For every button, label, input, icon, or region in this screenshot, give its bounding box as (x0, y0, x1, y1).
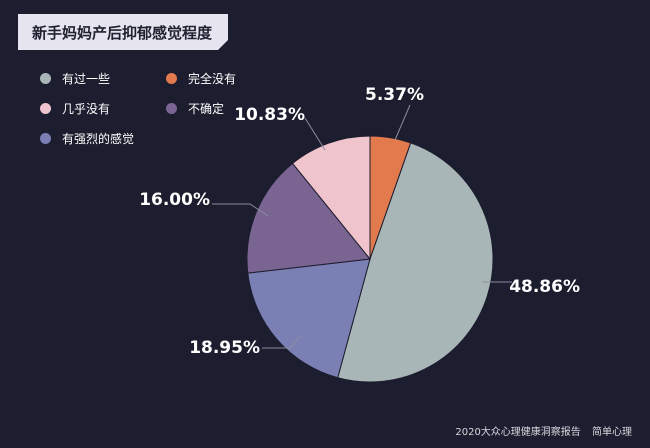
data-label: 5.37% (365, 85, 424, 105)
legend-item-不确定: 不确定 (166, 100, 224, 117)
legend-item-完全没有: 完全没有 (166, 70, 236, 87)
legend: 有过一些 完全没有 几乎没有 不确定 有强烈的感觉 (40, 70, 300, 150)
data-label: 18.95% (189, 338, 260, 358)
legend-swatch (40, 103, 51, 114)
footer: 2020大众心理健康洞察报告 简单心理 (455, 423, 632, 438)
legend-swatch (40, 133, 51, 144)
legend-item-几乎没有: 几乎没有 (40, 100, 110, 117)
legend-label: 有过一些 (62, 72, 111, 86)
legend-label: 不确定 (188, 102, 225, 116)
source-text: 2020大众心理健康洞察报告 (455, 427, 581, 438)
chart-title: 新手妈妈产后抑郁感觉程度 (32, 24, 213, 42)
data-label: 10.83% (234, 105, 305, 125)
pie-slice-不确定 (246, 162, 371, 274)
leader-line (212, 203, 269, 217)
leader-line (304, 117, 326, 151)
legend-label: 有强烈的感觉 (62, 132, 135, 146)
legend-swatch (166, 73, 177, 84)
legend-item-有强烈的感觉: 有强烈的感觉 (40, 130, 134, 147)
legend-label: 完全没有 (188, 72, 237, 86)
leader-line (394, 104, 411, 141)
pie-slice-有强烈的感觉 (247, 258, 371, 379)
legend-item-有过一些: 有过一些 (40, 70, 110, 87)
brand-text: 简单心理 (592, 427, 632, 438)
leader-line (262, 335, 301, 349)
pie-slice-有过一些 (337, 142, 494, 383)
data-label: 48.86% (509, 277, 580, 297)
chart-title-banner: 新手妈妈产后抑郁感觉程度 (18, 14, 228, 50)
legend-swatch (166, 103, 177, 114)
data-label: 16.00% (139, 190, 210, 210)
pie-slice-几乎没有 (291, 135, 371, 261)
legend-label: 几乎没有 (62, 102, 111, 116)
legend-swatch (40, 73, 51, 84)
